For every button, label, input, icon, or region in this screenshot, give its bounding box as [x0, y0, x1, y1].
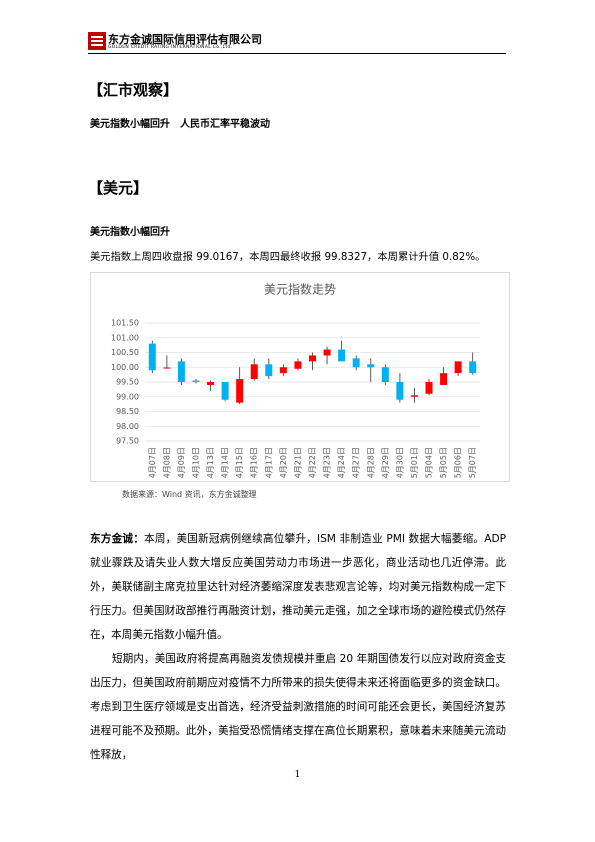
x-tick-label: 4月20日 [279, 447, 288, 478]
candle-body [323, 349, 331, 356]
x-tick-label: 4月13日 [206, 447, 215, 478]
y-tick-label: 97.50 [116, 437, 139, 446]
x-tick-label: 4月24日 [337, 447, 346, 478]
x-tick-label: 5月07日 [468, 447, 477, 478]
candle-body [396, 382, 404, 400]
y-tick-label: 98.00 [116, 422, 139, 431]
candle-body [192, 380, 200, 382]
y-tick-label: 100.00 [111, 363, 139, 372]
lead: 东方金诚： [90, 533, 145, 545]
candle-body [177, 361, 185, 382]
y-tick-label: 101.00 [111, 333, 139, 342]
chart-title: 美元指数走势 [264, 282, 336, 297]
x-tick-label: 4月30日 [395, 447, 404, 478]
subtitle: 美元指数小幅回升 [90, 227, 170, 238]
x-tick-label: 5月01日 [410, 447, 419, 478]
x-tick-label: 4月08日 [162, 447, 171, 478]
candle-body [309, 355, 316, 362]
x-tick-label: 4月10日 [191, 447, 200, 478]
x-tick-label: 4月07日 [148, 447, 157, 478]
candle-body [265, 364, 273, 377]
company-name: 东方金诚国际信用评估有限公司 [108, 33, 262, 46]
source: 数据来源：Wind 资讯，东方金诚整理 [122, 490, 257, 499]
candle-body [236, 379, 244, 403]
x-tick-label: 4月21日 [293, 447, 302, 478]
paragraph-text: 短期内，美国政府将提高再融资发债规模并重启 20 年期国债发行以应对政府资金支出… [90, 653, 506, 761]
candle-body [410, 395, 418, 397]
candle-body [221, 382, 229, 400]
x-tick-label: 4月17日 [264, 447, 273, 478]
candle-body [207, 382, 215, 385]
x-tick-label: 4月16日 [250, 447, 259, 478]
x-tick-label: 4月23日 [323, 447, 332, 478]
candle-body [352, 358, 360, 368]
x-tick-label: 4月09日 [177, 447, 186, 478]
paragraph: 东方金诚：本周，美国新冠病例继续高位攀升，ISM 非制造业 PMI 数据大幅萎缩… [90, 527, 506, 647]
x-tick-label: 4月29日 [381, 447, 390, 478]
y-tick-label: 100.50 [111, 348, 139, 357]
chart: 美元指数走势 97.50 98.00 98.50 99.00 99.50 100.00 10… [90, 272, 510, 482]
candle-body [250, 364, 258, 380]
candle-body [454, 361, 462, 374]
candle-body [367, 364, 375, 368]
paragraph-text: 本周，美国新冠病例继续高位攀升，ISM 非制造业 PMI 数据大幅萎缩。ADP … [90, 533, 507, 641]
x-tick-label: 4月27日 [352, 447, 361, 478]
summary: 美元指数上周四收盘报 99.0167，本周四最终收报 99.8327，本周累计升… [90, 251, 486, 263]
y-tick-label: 101.50 [111, 319, 139, 328]
candle-body [294, 361, 302, 369]
candle-body [440, 373, 448, 385]
page-number: 1 [294, 770, 301, 780]
y-tick-label: 99.00 [116, 392, 139, 401]
logo [88, 32, 106, 50]
x-tick-label: 5月04日 [425, 447, 434, 478]
x-tick-label: 4月15日 [235, 447, 244, 478]
chart-border [90, 272, 510, 482]
y-tick-label: 99.50 [116, 378, 139, 387]
candle-body [148, 343, 156, 371]
candle-body [338, 349, 346, 362]
headline: 美元指数小幅回升 人民币汇率平稳波动 [90, 119, 270, 130]
x-tick-label: 5月05日 [439, 447, 448, 478]
section-title: 【美元】 [88, 179, 149, 197]
candle-body [469, 361, 477, 374]
x-tick-label: 4月14日 [221, 447, 230, 478]
x-tick-label: 4月22日 [308, 447, 317, 478]
section-title: 【汇市观察】 [88, 81, 179, 99]
paragraph: 短期内，美国政府将提高再融资发债规模并重启 20 年期国债发行以应对政府资金支出… [90, 647, 506, 767]
candle-body [163, 367, 171, 369]
company-name-en: GOLDEN CREDIT RATING INTERNATIONAL Co.,L… [108, 45, 233, 50]
header-rule [88, 53, 506, 54]
candle-body [381, 367, 389, 382]
x-tick-label: 5月06日 [454, 447, 463, 478]
x-tick-label: 4月28日 [366, 447, 375, 478]
candle-body [279, 367, 287, 374]
y-tick-label: 98.50 [116, 407, 139, 416]
candle-body [425, 382, 433, 394]
